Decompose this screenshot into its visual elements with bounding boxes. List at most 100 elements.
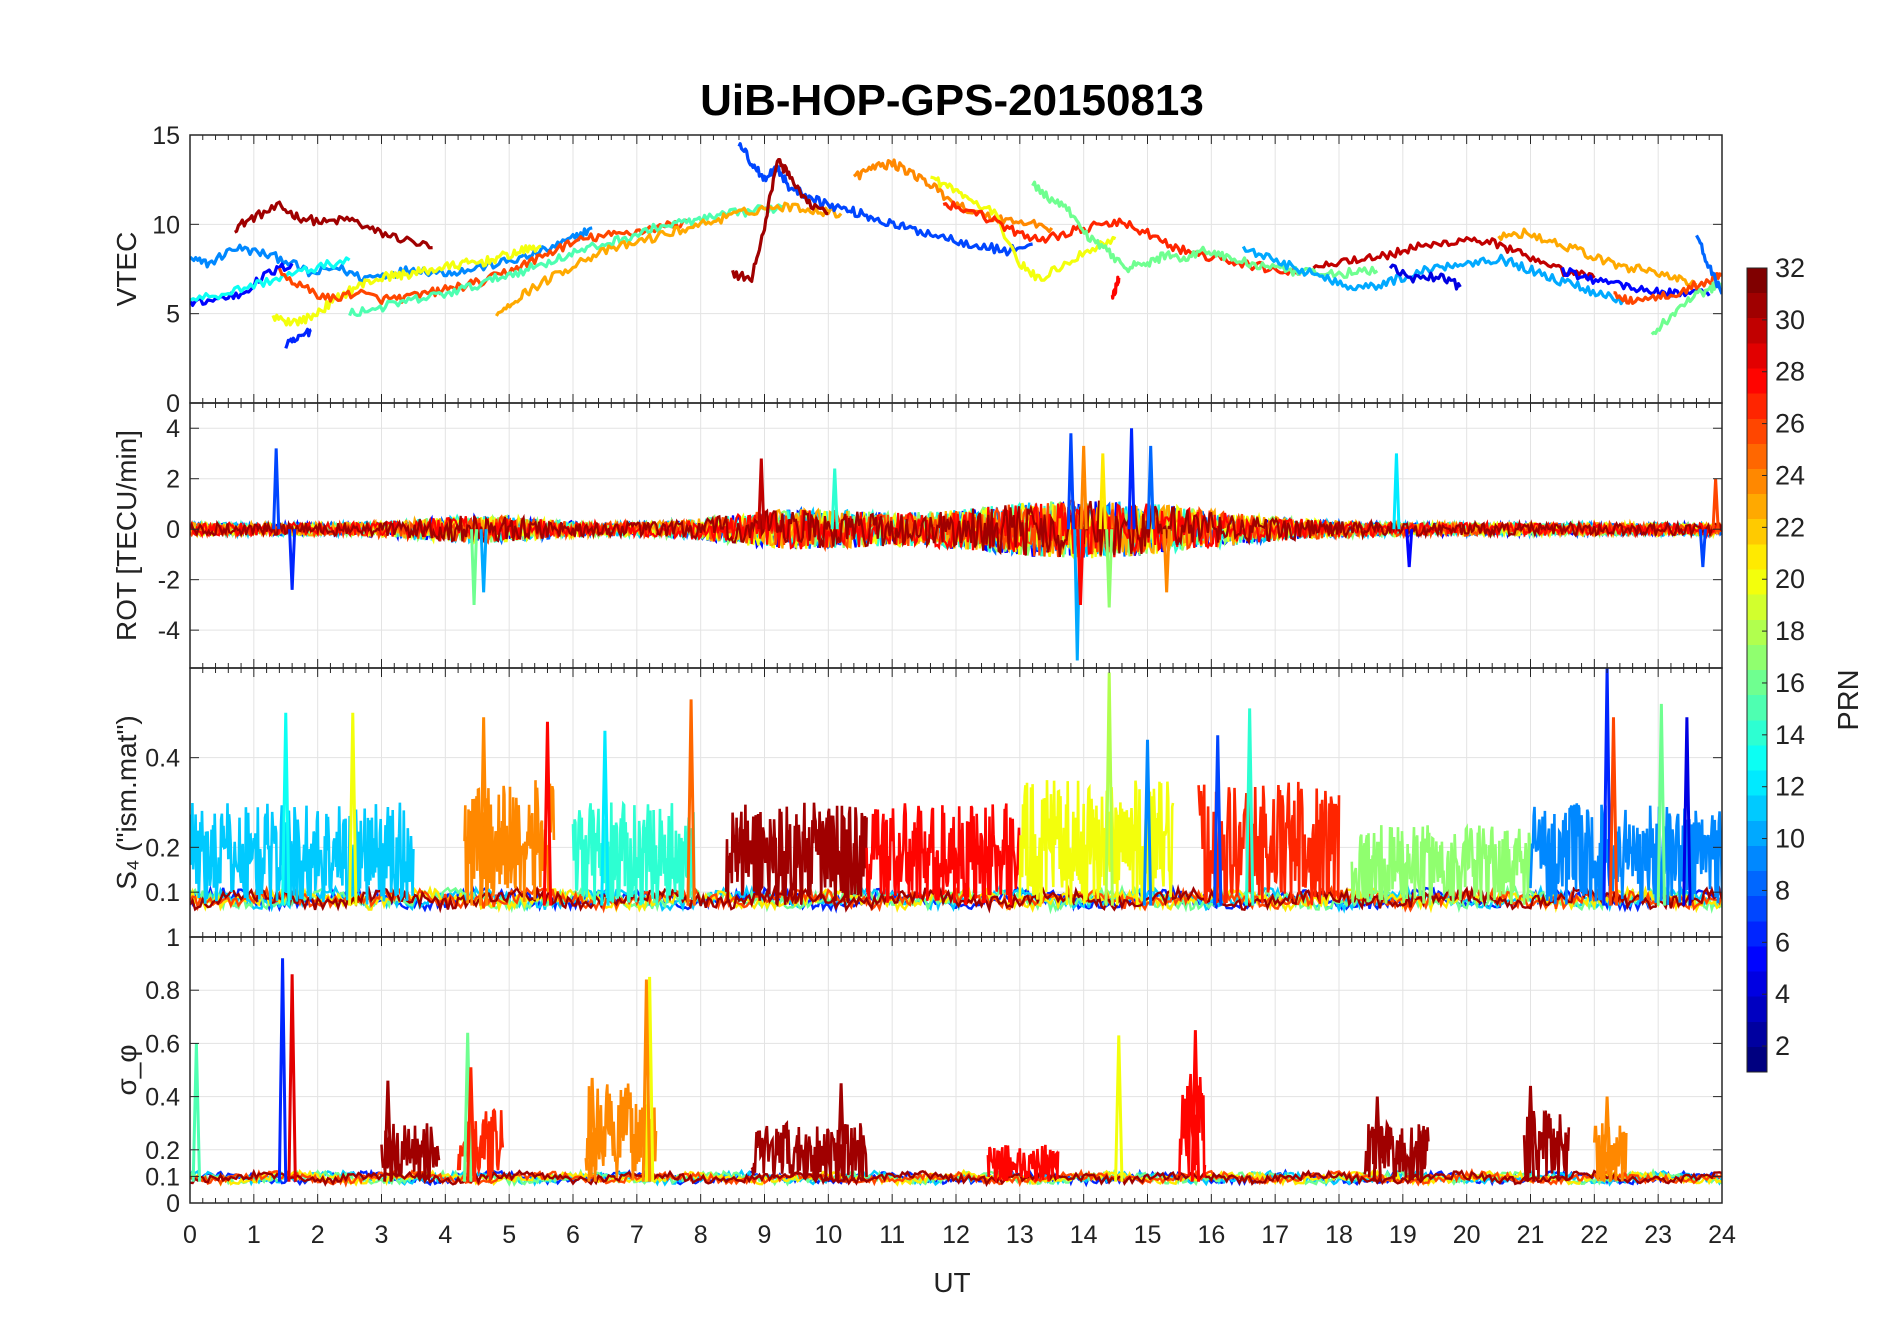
s4-baseline-prn-16: [190, 884, 1722, 915]
x-tick-label: 2: [311, 1221, 325, 1249]
x-tick-label: 10: [814, 1221, 842, 1249]
y-tick-label: 0.1: [145, 1163, 180, 1191]
colorbar-tick-label: 6: [1775, 927, 1790, 957]
s4-burst-prn-28: [865, 803, 1022, 906]
colorbar-tick-label: 22: [1775, 512, 1805, 542]
s4-burst-prn-11: [190, 802, 415, 905]
panel-sigma: 00.10.2 0.4 0.6 0.8 1 σ_φ: [111, 924, 1723, 1218]
s4-burst-prn-31: [724, 802, 868, 908]
s4-spike: [1682, 717, 1692, 906]
s4-spike: [686, 699, 696, 906]
x-tick-label: 15: [1134, 1221, 1162, 1249]
y-tick-label: 0.4: [145, 1084, 180, 1112]
vtec-series-prn-10: [1241, 245, 1628, 306]
y-tick-label: -4: [158, 617, 180, 645]
rot-noise-prn-31: [190, 500, 1722, 558]
sigma-spike: [1602, 1096, 1612, 1182]
s4-spike: [1142, 739, 1153, 906]
y-tick-label: 0.6: [145, 1030, 180, 1058]
x-tick-label: 21: [1517, 1221, 1545, 1249]
s4-spike: [478, 717, 489, 906]
vtec-series-prn-28: [1110, 275, 1121, 300]
s4-burst-prn-24: [463, 780, 556, 906]
colorbar-tick-label: 18: [1775, 616, 1805, 646]
rot-spike: [1066, 433, 1075, 530]
vtec-series-prn-30: [1312, 236, 1596, 281]
rot-spike: [1392, 453, 1401, 530]
sigma-spike: [1190, 1030, 1201, 1182]
sigma-spike: [1525, 1085, 1536, 1182]
colorbar-tick-label: 8: [1775, 875, 1790, 905]
vtec-series-prn-26: [277, 218, 689, 306]
vtec-series-prn-20: [930, 175, 1117, 282]
rot-spike: [1146, 445, 1155, 530]
colorbar-label: PRN: [1833, 669, 1865, 730]
vtec-series-prn-16: [1650, 280, 1722, 336]
s4-spike: [1656, 703, 1667, 906]
vtec-series-prn-13: [190, 256, 351, 302]
colorbar-tick-label: 24: [1775, 460, 1805, 490]
y-axis-label-sigma: σ_φ: [111, 1044, 142, 1095]
x-tick-label: 24: [1708, 1221, 1736, 1249]
series-rot: [190, 428, 1722, 661]
sigma-spike: [1114, 1035, 1124, 1182]
rot-spike: [1079, 445, 1088, 530]
colorbar-tick-label: 30: [1775, 305, 1805, 335]
s4-spike: [1602, 668, 1612, 906]
x-tick-label: 4: [438, 1221, 452, 1249]
y-tick-label: 0.4: [145, 745, 180, 773]
vtec-series-prn-23: [1497, 227, 1698, 287]
colorbar-tick-label: 4: [1775, 979, 1790, 1009]
vtec-series-prn-31: [731, 158, 829, 283]
vtec-series-prn-27: [942, 200, 1302, 276]
sigma-spike: [277, 958, 288, 1182]
sigma-spike: [641, 979, 652, 1182]
sigma-spike: [383, 1080, 393, 1182]
s4-spike: [542, 721, 553, 906]
x-tick-label: 6: [566, 1221, 580, 1249]
vtec-series-prn-23: [495, 201, 843, 317]
panel-vtec: 0 5 10 15 VTEC: [111, 122, 1723, 418]
rot-spike: [1711, 478, 1720, 530]
series-s4: [190, 668, 1722, 915]
vtec-series-prn-5: [1560, 266, 1711, 299]
vtec-series-prn-5: [190, 262, 294, 307]
x-tick-label: 1: [247, 1221, 261, 1249]
s4-spike: [600, 730, 610, 906]
s4-burst-prn-27: [1197, 781, 1341, 906]
y-tick-label: 0.2: [145, 834, 180, 862]
sigma-burst-prn-28: [986, 1144, 1060, 1184]
y-axis-label-s4: S₄ ("ism.mat"): [111, 715, 142, 889]
colorbar-tick-label: 2: [1775, 1031, 1790, 1061]
x-axis-label: UT: [933, 1267, 970, 1298]
y-tick-label: 0: [166, 1190, 180, 1218]
colorbar-tick-label: 12: [1775, 772, 1805, 802]
vtec-series-prn-26: [1613, 272, 1722, 305]
x-tick-label: 9: [758, 1221, 772, 1249]
colorbar-tick-label: 26: [1775, 409, 1805, 439]
rot-spike: [1127, 428, 1136, 530]
vtec-series-prn-8: [1695, 234, 1722, 295]
x-tick-label: 12: [942, 1221, 970, 1249]
rot-spike: [757, 458, 766, 530]
rot-spike: [288, 529, 297, 590]
y-tick-label: 10: [152, 211, 180, 239]
y-tick-label: 15: [152, 122, 180, 150]
x-tick-label: 17: [1261, 1221, 1289, 1249]
x-tick-label: 11: [879, 1221, 905, 1249]
colorbar-tick-label: 28: [1775, 357, 1805, 387]
s4-baseline-prn-31: [190, 884, 1722, 914]
y-axis-label-rot: ROT [TECU/min]: [111, 430, 142, 641]
x-tick-label: 23: [1644, 1221, 1672, 1249]
x-tick-label: 16: [1197, 1221, 1225, 1249]
sigma-burst-prn-31: [750, 1120, 868, 1182]
y-tick-label: 1: [166, 924, 180, 952]
vtec-series-prn-6: [284, 327, 312, 349]
rot-spike: [1405, 529, 1414, 568]
y-tick-label: 0: [166, 516, 180, 544]
colorbar-tick-label: 10: [1775, 824, 1805, 854]
vtec-series-prn-31: [233, 200, 433, 250]
vtec-series-prn-24: [852, 158, 1054, 233]
